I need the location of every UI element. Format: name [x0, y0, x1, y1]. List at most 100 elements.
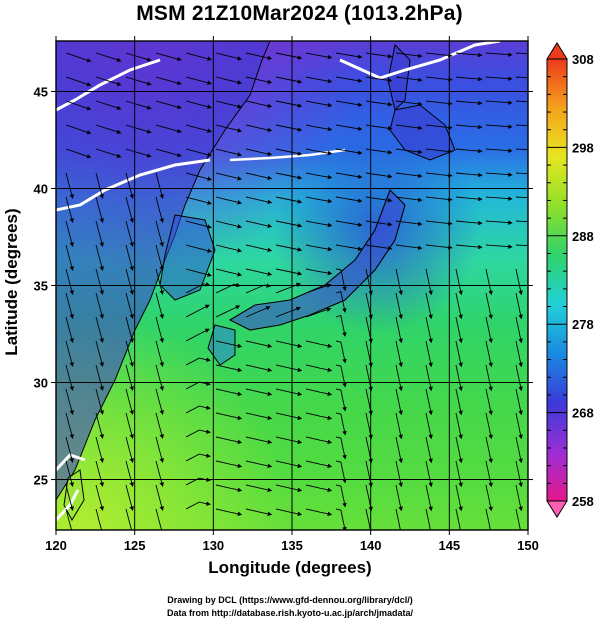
wind-streamline — [395, 196, 423, 203]
wind-streamline — [395, 172, 423, 179]
wind-streamline — [155, 52, 182, 62]
wind-streamline — [275, 340, 303, 349]
wind-streamline — [455, 364, 463, 392]
y-tick-label: 30 — [34, 376, 48, 391]
colorbar-label: 308 — [572, 52, 594, 67]
wind-streamline — [65, 172, 74, 199]
wind-streamline — [125, 148, 152, 158]
wind-streamline — [515, 196, 528, 199]
wind-streamline — [185, 148, 212, 157]
wind-streamline — [485, 316, 493, 344]
wind-streamline — [245, 508, 273, 517]
wind-streamline — [65, 244, 74, 271]
wind-streamline — [95, 76, 122, 86]
wind-streamline — [275, 436, 303, 445]
wind-streamline — [245, 172, 273, 181]
wind-streamline — [515, 100, 528, 103]
wind-streamline — [215, 100, 243, 109]
wind-streamlines — [65, 52, 528, 530]
wind-streamline — [485, 148, 513, 153]
wind-streamline — [95, 100, 122, 110]
wind-streamline — [245, 148, 273, 157]
wind-streamline — [335, 364, 347, 388]
wind-streamline — [515, 364, 523, 392]
wind-streamline — [65, 268, 74, 295]
wind-streamline — [125, 388, 134, 415]
wind-streamline — [455, 124, 483, 130]
japan-kyushu — [207, 324, 236, 366]
wind-streamline — [425, 316, 433, 344]
wind-streamline — [395, 244, 423, 251]
wind-streamline — [185, 282, 211, 294]
wind-streamline — [275, 52, 303, 60]
wind-streamline — [365, 124, 393, 131]
wind-streamline — [125, 76, 152, 86]
wind-streamline — [185, 357, 211, 366]
wind-streamline — [245, 220, 273, 229]
wind-streamline — [155, 388, 164, 415]
wind-streamline — [515, 412, 523, 440]
wind-streamline — [485, 100, 513, 105]
wind-streamline — [245, 340, 273, 349]
wind-streamline — [185, 196, 212, 205]
wind-streamline — [215, 340, 243, 349]
wind-streamline — [245, 412, 273, 421]
wind-streamline — [95, 460, 104, 487]
wind-streamline — [275, 148, 303, 156]
wind-streamline — [125, 436, 134, 463]
wind-streamline — [515, 460, 523, 488]
wind-streamline — [485, 268, 493, 296]
wind-streamline — [245, 124, 273, 133]
wind-streamline — [155, 412, 164, 439]
wind-streamline — [155, 244, 164, 271]
wind-streamline — [185, 172, 212, 181]
wind-streamline — [455, 244, 483, 250]
wind-streamline — [215, 484, 243, 493]
wind-streamline — [365, 244, 393, 251]
wind-streamline — [125, 220, 134, 247]
wind-streamline — [245, 76, 273, 85]
wind-streamline — [425, 340, 433, 368]
wind-streamline — [395, 436, 403, 464]
wind-streamline — [245, 52, 273, 61]
wind-streamline — [95, 508, 103, 530]
wind-streamline — [455, 316, 463, 344]
wind-streamline — [65, 148, 92, 159]
wind-streamline — [335, 244, 363, 251]
wind-streamline — [65, 76, 92, 87]
wind-streamline — [155, 436, 164, 463]
x-tick-label: 145 — [438, 538, 460, 553]
wind-streamline — [95, 484, 104, 511]
wind-streamline — [215, 172, 243, 181]
wind-streamline — [245, 306, 271, 318]
wind-streamline — [125, 124, 152, 134]
wind-streamline — [155, 100, 182, 110]
credits: Drawing by DCL (https://www.gfd-dennou.o… — [0, 594, 580, 620]
wind-streamline — [425, 220, 453, 226]
wind-streamline — [275, 388, 303, 397]
wind-streamline — [425, 484, 433, 512]
wind-streamline — [335, 172, 363, 179]
wind-streamline — [125, 52, 152, 62]
wind-streamline — [305, 340, 333, 349]
wind-streamline — [95, 436, 104, 463]
colorbar-min-arrow — [546, 500, 568, 518]
wind-streamline — [335, 148, 363, 155]
wind-streamline — [215, 388, 243, 397]
wind-streamline — [185, 328, 210, 342]
wind-streamline — [95, 196, 104, 223]
wind-streamline — [425, 292, 433, 320]
wind-streamline — [185, 76, 212, 85]
wind-streamline — [95, 244, 104, 271]
wind-streamline — [395, 412, 403, 440]
wind-streamline — [455, 52, 483, 58]
wind-streamline — [305, 100, 333, 108]
wind-streamline — [65, 220, 74, 247]
wind-streamline — [215, 508, 243, 517]
colorbar-label: 258 — [572, 494, 594, 509]
y-tick-label: 35 — [34, 279, 48, 294]
wind-streamline — [485, 388, 493, 416]
colorbar-body — [546, 58, 568, 502]
wind-streamline — [425, 244, 453, 250]
